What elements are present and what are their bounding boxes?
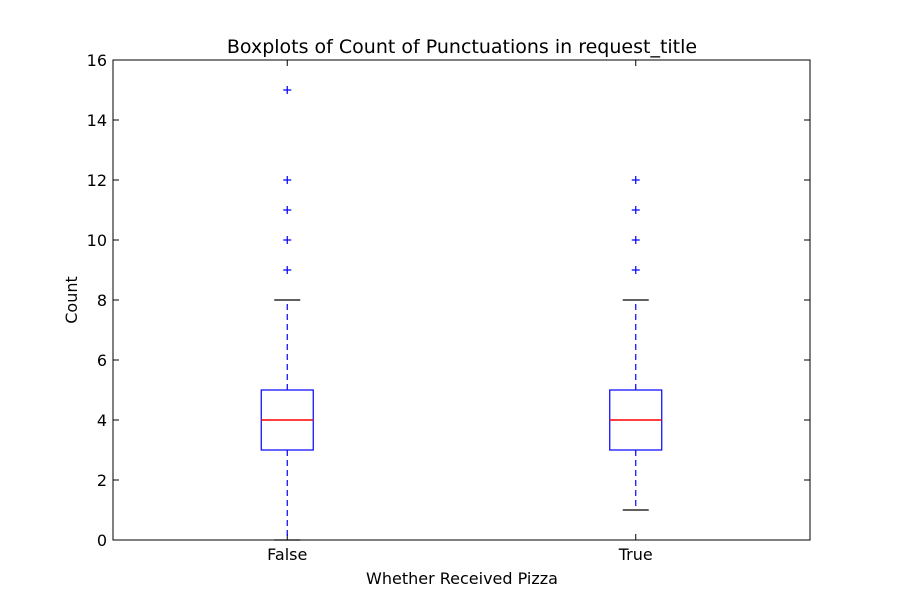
y-tick-label: 0 — [97, 531, 107, 550]
outlier-marker — [631, 176, 640, 184]
y-tick-label: 2 — [97, 471, 107, 490]
outlier-marker — [631, 236, 640, 244]
y-axis-label: Count — [62, 276, 81, 324]
y-tick-label: 4 — [97, 411, 107, 430]
y-tick-label: 10 — [87, 231, 107, 250]
outlier-marker — [631, 206, 640, 214]
outlier-marker — [283, 176, 292, 184]
plot-frame — [112, 59, 811, 541]
x-tick-label: False — [267, 545, 307, 564]
outlier-marker — [631, 266, 640, 274]
y-tick-label: 6 — [97, 351, 107, 370]
y-tick-label: 14 — [87, 111, 107, 130]
y-tick-label: 16 — [87, 51, 107, 70]
outlier-marker — [283, 86, 292, 94]
plot-area: 0 2 4 6 8 10 12 14 16 False True — [87, 51, 810, 564]
x-tick-label: True — [618, 545, 653, 564]
y-tick-label: 8 — [97, 291, 107, 310]
x-axis-label: Whether Received Pizza — [366, 569, 558, 588]
outlier-marker — [283, 206, 292, 214]
y-tick-label: 12 — [87, 171, 107, 190]
outlier-marker — [283, 236, 292, 244]
chart-title: Boxplots of Count of Punctuations in req… — [227, 36, 697, 58]
outlier-marker — [283, 266, 292, 274]
